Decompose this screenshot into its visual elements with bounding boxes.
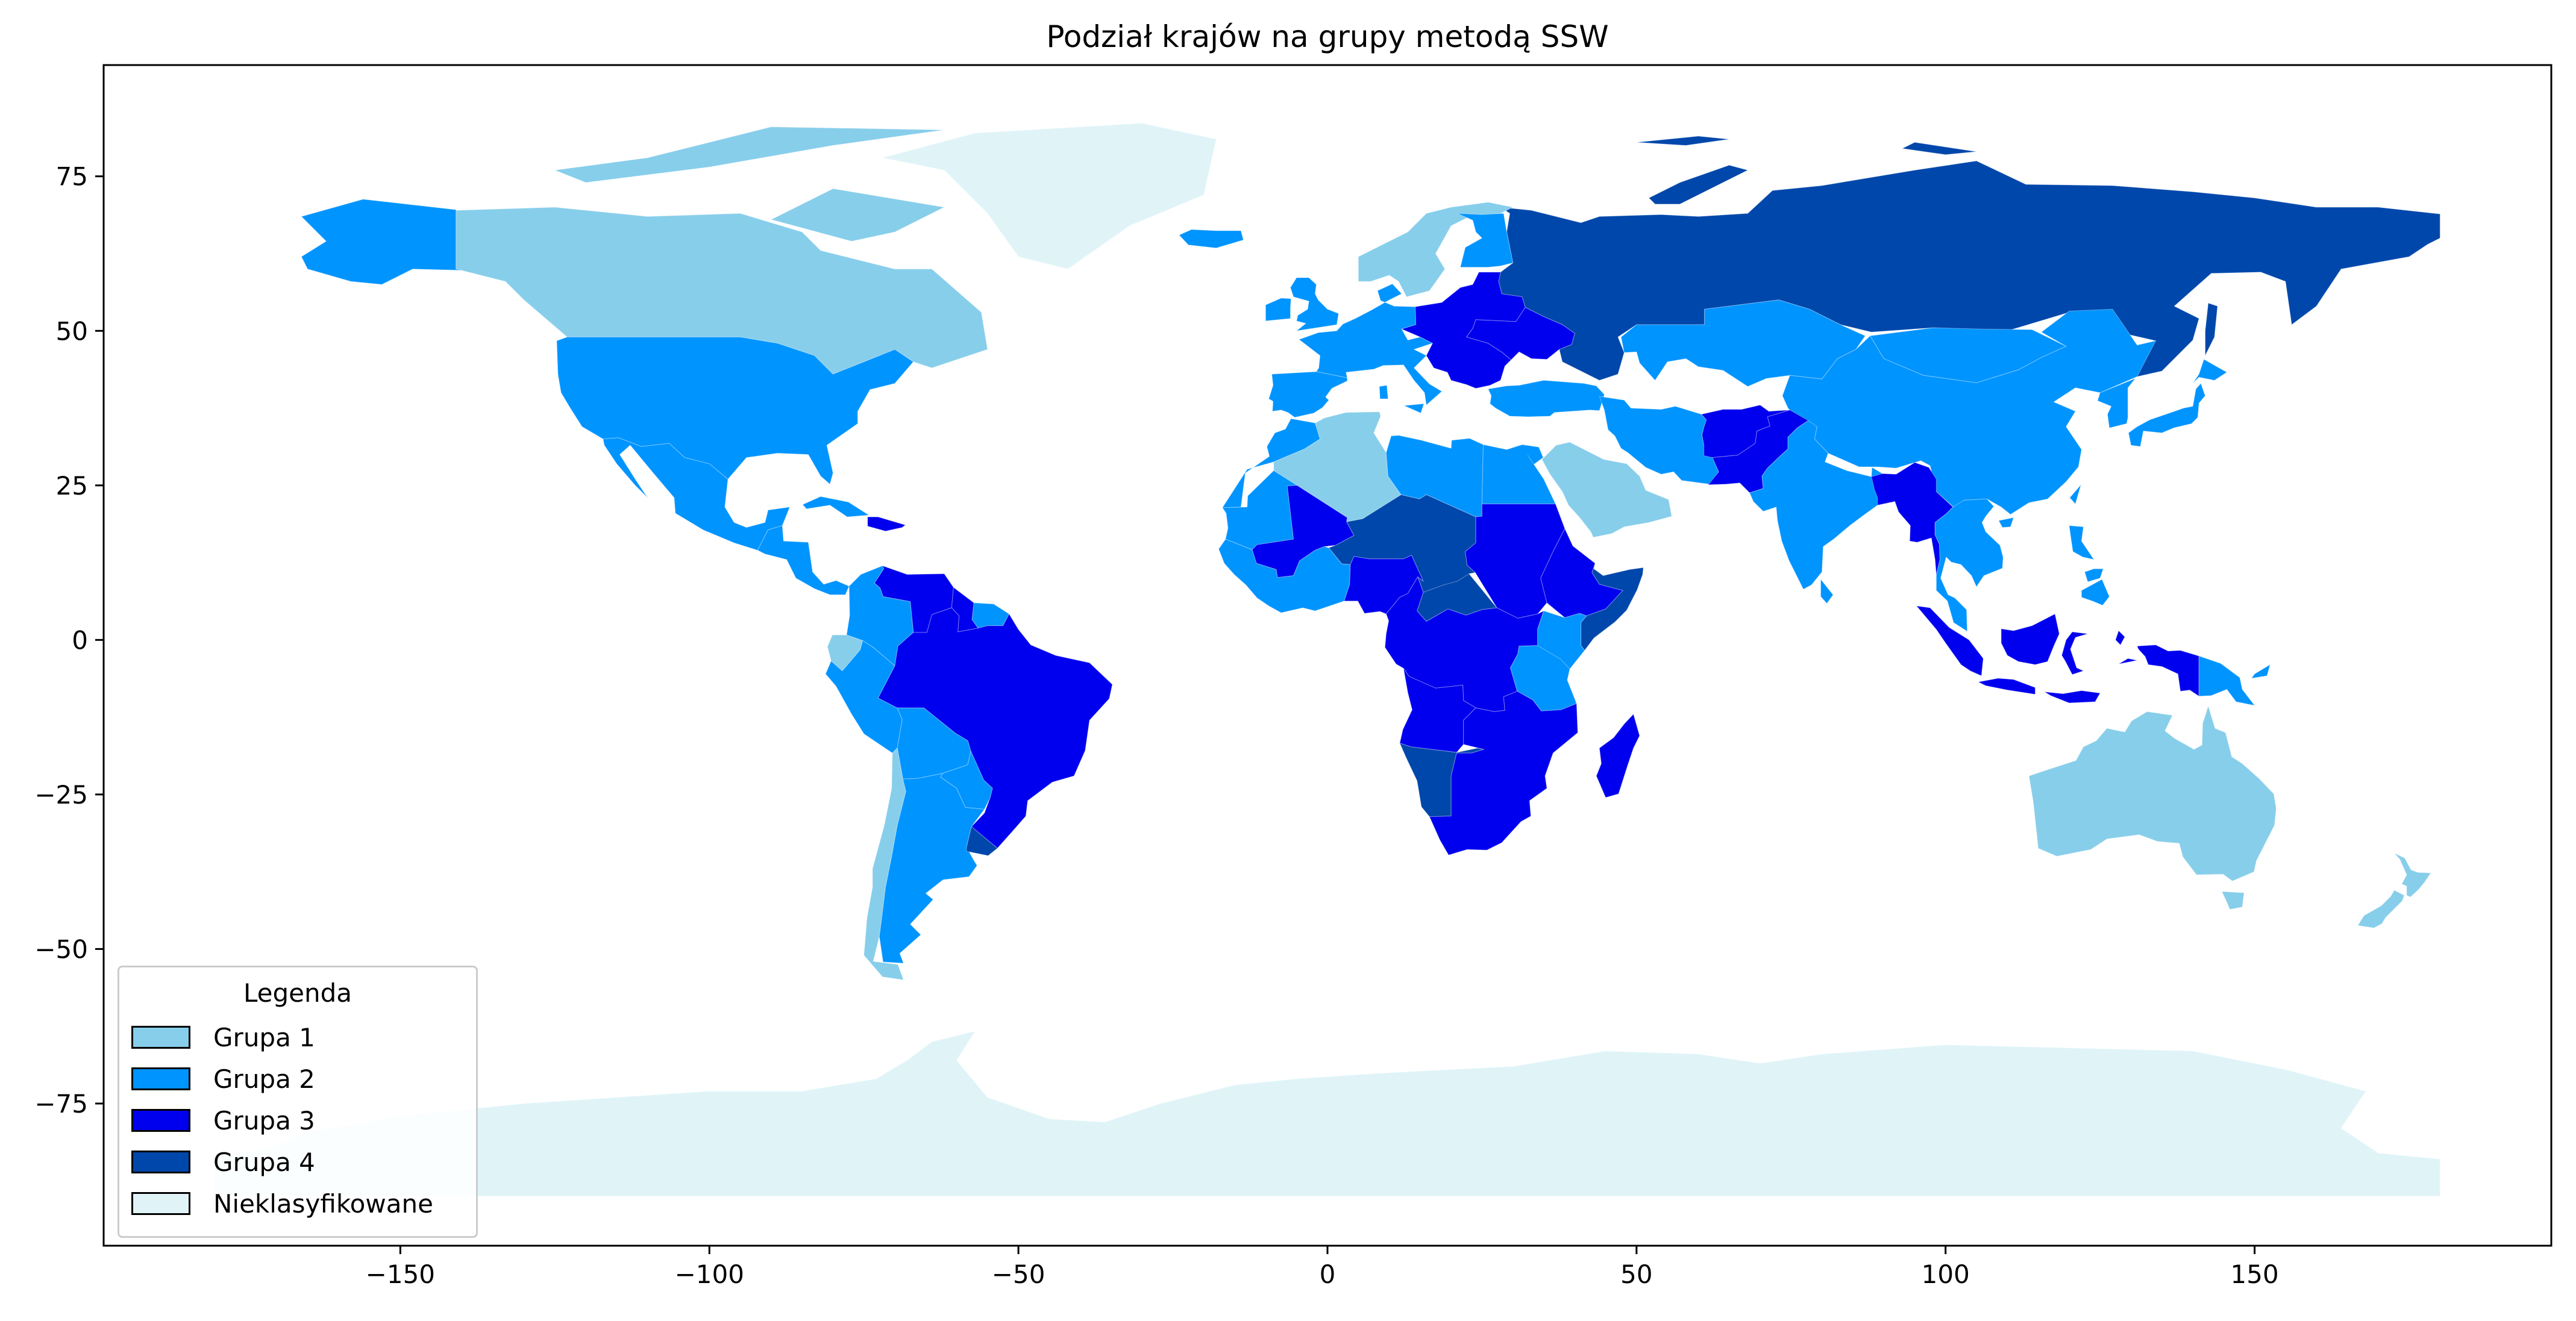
region-antarctica <box>215 1031 2440 1197</box>
region-cuba <box>802 496 870 517</box>
region-china <box>1782 308 2157 528</box>
y-tick-label: 50 <box>56 316 88 346</box>
x-tick-label: −50 <box>992 1260 1045 1289</box>
x-tick-label: 150 <box>2231 1260 2279 1289</box>
y-tick-label: 25 <box>56 471 88 501</box>
region-alaska <box>301 199 463 285</box>
region-pakistan <box>1707 410 1809 493</box>
region-peru <box>825 640 903 754</box>
region-hispaniola <box>867 516 906 532</box>
y-tick-label: 75 <box>56 162 88 192</box>
legend-swatch-grupa-3 <box>131 1109 190 1132</box>
region-united-kingdom <box>1290 277 1340 332</box>
legend-title: Legenda <box>243 978 353 1008</box>
region-saudi-arabia <box>1541 442 1672 538</box>
legend-label-grupa-4: Grupa 4 <box>213 1147 315 1177</box>
legend: Legenda Grupa 1 Grupa 2 Grupa 3 Grupa 4 … <box>118 966 478 1238</box>
region-finland <box>1457 213 1514 268</box>
region-ireland <box>1265 298 1292 322</box>
region-india <box>1749 420 1929 604</box>
region-brazil <box>877 607 1113 849</box>
region-indochina <box>1934 498 2004 632</box>
legend-entry-nieklasyfikowane: Nieklasyfikowane <box>131 1188 433 1219</box>
region-central-america <box>757 525 850 595</box>
region-tanzania <box>1510 610 1587 711</box>
region-madagascar <box>1596 713 1640 798</box>
chart-title: Podział krajów na grupy metodą SSW <box>1046 19 1608 54</box>
region-korea <box>2097 378 2137 429</box>
region-greenland <box>882 122 1217 270</box>
regions-layer <box>215 122 2440 1197</box>
legend-swatch-nieklasyfikowane <box>131 1192 190 1215</box>
region-united-states <box>556 337 914 485</box>
y-tick-label: −50 <box>34 934 88 964</box>
region-nigeria <box>1344 555 1424 614</box>
region-papua-new-guinea <box>2198 655 2271 706</box>
legend-label-nieklasyfikowane: Nieklasyfikowane <box>213 1188 433 1219</box>
legend-label-grupa-1: Grupa 1 <box>213 1022 315 1052</box>
region-new-zealand <box>2357 852 2431 929</box>
legend-entry-grupa-1: Grupa 1 <box>131 1022 315 1053</box>
region-somalia <box>1581 563 1644 651</box>
x-tick-label: 0 <box>1320 1260 1336 1289</box>
region-west-africa <box>1218 539 1351 613</box>
legend-label-grupa-3: Grupa 3 <box>213 1105 315 1135</box>
region-kazakhstan <box>1620 299 1866 387</box>
y-tick-label: −75 <box>34 1089 88 1119</box>
region-ethiopia <box>1540 528 1624 618</box>
x-tick-label: 100 <box>1922 1260 1970 1289</box>
x-tick-label: −100 <box>675 1260 744 1289</box>
y-tick-label: −25 <box>34 780 88 810</box>
legend-entry-grupa-3: Grupa 3 <box>131 1105 315 1136</box>
legend-entry-grupa-2: Grupa 2 <box>131 1063 315 1095</box>
legend-swatch-grupa-2 <box>131 1067 190 1090</box>
region-argentina <box>879 773 985 964</box>
x-tick-label: −150 <box>366 1260 435 1289</box>
region-southern-africa <box>1429 690 1578 856</box>
region-indonesia <box>1916 605 2199 704</box>
legend-entry-grupa-4: Grupa 4 <box>131 1146 315 1178</box>
region-sudan <box>1465 504 1565 619</box>
x-axis: −150 −100 −50 0 50 100 150 <box>366 1246 2279 1289</box>
x-tick-label: 50 <box>1620 1260 1652 1289</box>
y-axis: 75 50 25 0 −25 −50 −75 <box>34 162 104 1119</box>
region-uruguay <box>966 826 998 857</box>
y-tick-label: 0 <box>72 625 88 655</box>
region-japan <box>2128 358 2228 447</box>
region-philippines <box>2069 525 2110 606</box>
legend-swatch-grupa-4 <box>131 1151 190 1173</box>
region-turkey <box>1487 379 1605 417</box>
legend-swatch-grupa-1 <box>131 1026 190 1049</box>
legend-label-grupa-2: Grupa 2 <box>213 1064 315 1094</box>
region-australia <box>2028 705 2277 910</box>
region-iceland <box>1178 229 1244 249</box>
region-iberia <box>1268 371 1348 418</box>
region-ukraine <box>1465 307 1575 361</box>
